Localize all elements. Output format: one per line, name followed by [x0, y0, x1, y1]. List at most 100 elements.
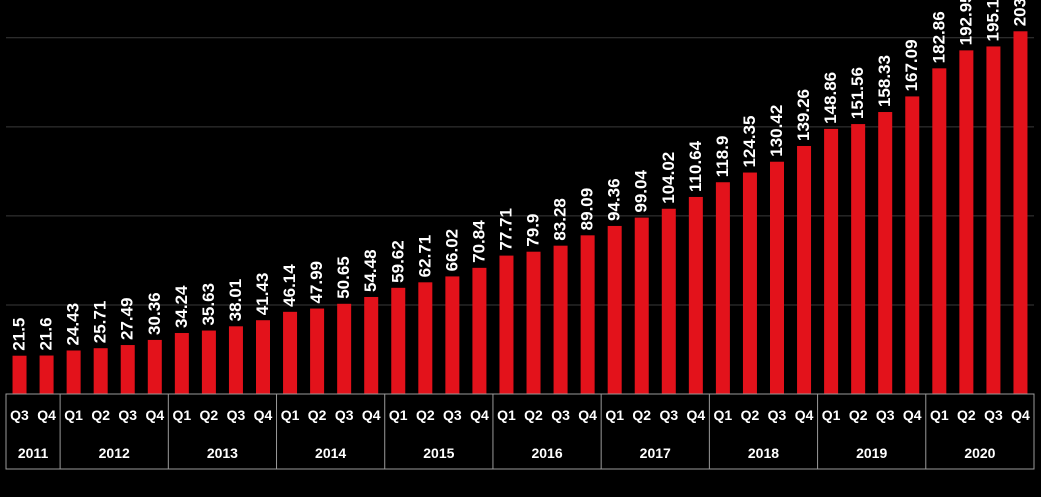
bar — [337, 303, 352, 394]
bar — [878, 112, 893, 394]
year-tick-label: 2012 — [99, 445, 130, 461]
data-label: 21.6 — [37, 317, 56, 350]
data-label: 34.24 — [172, 285, 191, 328]
year-tick-label: 2013 — [207, 445, 238, 461]
year-tick-label: 2019 — [856, 445, 887, 461]
bar — [661, 208, 676, 394]
bar — [634, 217, 649, 394]
quarter-tick-label: Q4 — [795, 407, 814, 423]
quarter-tick-label: Q3 — [659, 407, 678, 423]
bar — [66, 350, 81, 394]
data-label: 59.62 — [388, 240, 407, 283]
data-label: 24.43 — [64, 303, 83, 346]
quarter-tick-label: Q4 — [903, 407, 922, 423]
quarter-tick-label: Q2 — [849, 407, 868, 423]
bar — [174, 333, 189, 394]
data-label: 30.36 — [145, 292, 164, 335]
data-label: 50.65 — [334, 256, 353, 299]
quarter-tick-label: Q1 — [930, 407, 949, 423]
data-label: 77.71 — [496, 208, 515, 251]
bar — [688, 196, 703, 394]
data-label: 167.09 — [902, 39, 921, 91]
data-label: 94.36 — [605, 178, 624, 221]
data-label: 195.15 — [983, 0, 1002, 41]
data-label: 148.86 — [821, 72, 840, 124]
bar — [228, 326, 243, 394]
quarter-tick-label: Q3 — [768, 407, 787, 423]
quarter-tick-label: Q2 — [957, 407, 976, 423]
data-label: 110.64 — [686, 140, 705, 192]
data-label: 47.99 — [307, 261, 326, 304]
quarter-tick-label: Q3 — [10, 407, 29, 423]
data-label: 130.42 — [767, 105, 786, 157]
bar — [797, 145, 812, 394]
data-label: 151.56 — [848, 67, 867, 119]
data-label: 54.48 — [361, 249, 380, 292]
bar — [445, 276, 460, 394]
year-tick-label: 2015 — [423, 445, 454, 461]
quarter-tick-label: Q4 — [1011, 407, 1030, 423]
quarter-tick-label: Q1 — [389, 407, 408, 423]
bar — [364, 296, 379, 394]
quarter-tick-label: Q1 — [172, 407, 191, 423]
bar — [742, 172, 757, 394]
quarter-tick-label: Q2 — [741, 407, 760, 423]
data-label: 99.04 — [632, 170, 651, 213]
bar — [607, 225, 622, 394]
quarter-tick-label: Q4 — [37, 407, 56, 423]
data-label: 35.63 — [199, 283, 218, 326]
quarter-tick-label: Q3 — [984, 407, 1003, 423]
bar — [553, 245, 568, 394]
data-label: 192.95 — [956, 0, 975, 45]
bar — [959, 50, 974, 395]
bar — [120, 345, 135, 394]
data-label: 21.5 — [10, 318, 29, 351]
bar — [418, 282, 433, 394]
data-label: 62.71 — [415, 235, 434, 278]
quarter-tick-label: Q3 — [443, 407, 462, 423]
data-label: 158.33 — [875, 55, 894, 107]
data-label: 25.71 — [91, 301, 110, 344]
quarter-tick-label: Q3 — [118, 407, 137, 423]
bar — [905, 96, 920, 395]
data-label: 124.35 — [740, 116, 759, 168]
bar — [391, 287, 406, 394]
bar — [93, 348, 108, 394]
axis-frame — [5, 393, 1035, 470]
quarter-tick-label: Q1 — [822, 407, 841, 423]
bar — [715, 182, 730, 394]
bar — [499, 255, 514, 394]
bar — [256, 320, 270, 394]
year-tick-label: 2014 — [315, 445, 346, 461]
data-label: 83.28 — [551, 198, 570, 241]
data-label: 203.66 — [1010, 0, 1029, 26]
quarter-tick-label: Q3 — [335, 407, 354, 423]
data-label: 118.9 — [713, 136, 732, 178]
quarter-tick-label: Q4 — [470, 407, 489, 423]
bar — [851, 124, 866, 394]
quarter-tick-label: Q2 — [200, 407, 219, 423]
data-label: 46.14 — [280, 264, 299, 307]
quarter-tick-label: Q1 — [64, 407, 83, 423]
quarter-tick-label: Q4 — [362, 407, 381, 423]
data-label: 104.02 — [659, 152, 678, 204]
data-label: 41.43 — [253, 273, 272, 316]
quarter-tick-label: Q3 — [551, 407, 570, 423]
quarter-tick-label: Q1 — [605, 407, 624, 423]
quarter-tick-label: Q4 — [686, 407, 705, 423]
bar — [1013, 31, 1028, 395]
bar — [39, 355, 54, 394]
quarter-tick-label: Q1 — [281, 407, 300, 423]
bar — [526, 251, 541, 394]
data-label: 27.49 — [118, 297, 137, 340]
bar — [283, 311, 298, 394]
data-label: 79.9 — [524, 214, 543, 247]
quarter-tick-label: Q4 — [254, 407, 273, 423]
quarter-tick-label: Q2 — [632, 407, 651, 423]
quarter-tick-label: Q4 — [578, 407, 597, 423]
bar — [147, 339, 162, 394]
bar — [986, 46, 1001, 394]
bar — [310, 308, 325, 394]
